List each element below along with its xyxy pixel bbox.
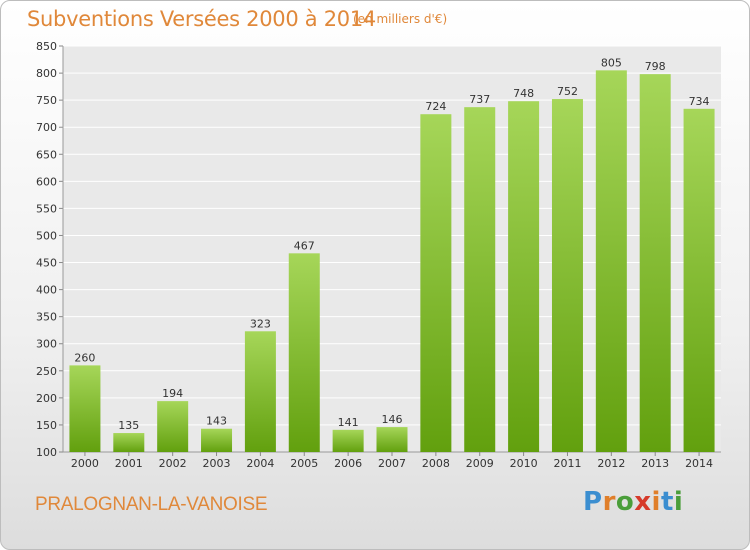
x-tick-label: 2008 xyxy=(422,457,450,470)
y-tick-label: 750 xyxy=(36,94,57,107)
x-tick-label: 2014 xyxy=(685,457,713,470)
data-label: 194 xyxy=(162,387,183,400)
x-tick-label: 2007 xyxy=(378,457,406,470)
data-label: 734 xyxy=(689,95,710,108)
logo-letter: i xyxy=(651,487,661,517)
y-tick-label: 650 xyxy=(36,148,57,161)
x-tick-label: 2012 xyxy=(597,457,625,470)
y-tick-label: 400 xyxy=(36,284,57,297)
bar xyxy=(332,429,364,452)
x-tick-label: 2013 xyxy=(641,457,669,470)
commune-name: PRALOGNAN-LA-VANOISE xyxy=(35,494,268,515)
x-tick-label: 2005 xyxy=(290,457,318,470)
data-label: 467 xyxy=(294,239,315,252)
x-tick-label: 2010 xyxy=(510,457,538,470)
y-tick-label: 500 xyxy=(36,229,57,242)
data-label: 146 xyxy=(382,413,403,426)
data-label: 805 xyxy=(601,56,622,69)
y-tick-label: 100 xyxy=(36,446,57,459)
data-label: 323 xyxy=(250,317,271,330)
y-tick-label: 600 xyxy=(36,175,57,188)
y-tick-label: 700 xyxy=(36,121,57,134)
y-tick-label: 200 xyxy=(36,392,57,405)
chart-title: Subventions Versées 2000 à 2014 xyxy=(27,7,376,31)
y-tick-label: 150 xyxy=(36,419,57,432)
data-label: 748 xyxy=(513,87,534,100)
bar xyxy=(201,428,233,452)
chart-unit-note: (en milliers d'€) xyxy=(353,12,448,26)
data-label: 752 xyxy=(557,85,578,98)
bar xyxy=(595,70,627,453)
x-tick-label: 2011 xyxy=(553,457,581,470)
y-tick-label: 550 xyxy=(36,202,57,215)
y-tick-label: 800 xyxy=(36,67,57,80)
proxiti-logo[interactable]: Proxiti xyxy=(583,487,683,517)
bar xyxy=(464,107,496,453)
data-label: 737 xyxy=(469,93,490,106)
x-tick-label: 2006 xyxy=(334,457,362,470)
data-label: 798 xyxy=(645,60,666,73)
x-tick-label: 2001 xyxy=(115,457,143,470)
bar xyxy=(508,101,540,452)
data-label: 143 xyxy=(206,415,227,428)
y-tick-label: 450 xyxy=(36,257,57,270)
bar xyxy=(551,99,583,453)
logo-letter: i xyxy=(673,487,684,517)
bar xyxy=(683,108,715,452)
x-tick-label: 2009 xyxy=(466,457,494,470)
y-tick-label: 350 xyxy=(36,311,57,324)
y-tick-label: 250 xyxy=(36,365,57,378)
logo-letter: x xyxy=(634,487,652,517)
bar xyxy=(157,401,189,452)
y-tick-label: 300 xyxy=(36,338,57,351)
y-tick-label: 850 xyxy=(36,40,57,53)
bar xyxy=(420,114,452,452)
x-tick-label: 2004 xyxy=(246,457,274,470)
bar xyxy=(376,427,408,452)
bar xyxy=(69,365,101,452)
logo-letter: P xyxy=(583,487,603,517)
logo-letter: t xyxy=(660,487,674,517)
logo-letter: o xyxy=(615,487,635,517)
bar xyxy=(288,253,320,452)
data-label: 141 xyxy=(338,416,359,429)
bar xyxy=(113,433,145,452)
data-label: 135 xyxy=(118,419,139,432)
bar xyxy=(244,331,276,452)
x-tick-label: 2003 xyxy=(203,457,231,470)
bar xyxy=(639,74,671,453)
logo-letter: r xyxy=(602,487,616,517)
x-tick-label: 2002 xyxy=(159,457,187,470)
data-label: 260 xyxy=(74,351,95,364)
data-label: 724 xyxy=(425,100,446,113)
x-tick-label: 2000 xyxy=(71,457,99,470)
